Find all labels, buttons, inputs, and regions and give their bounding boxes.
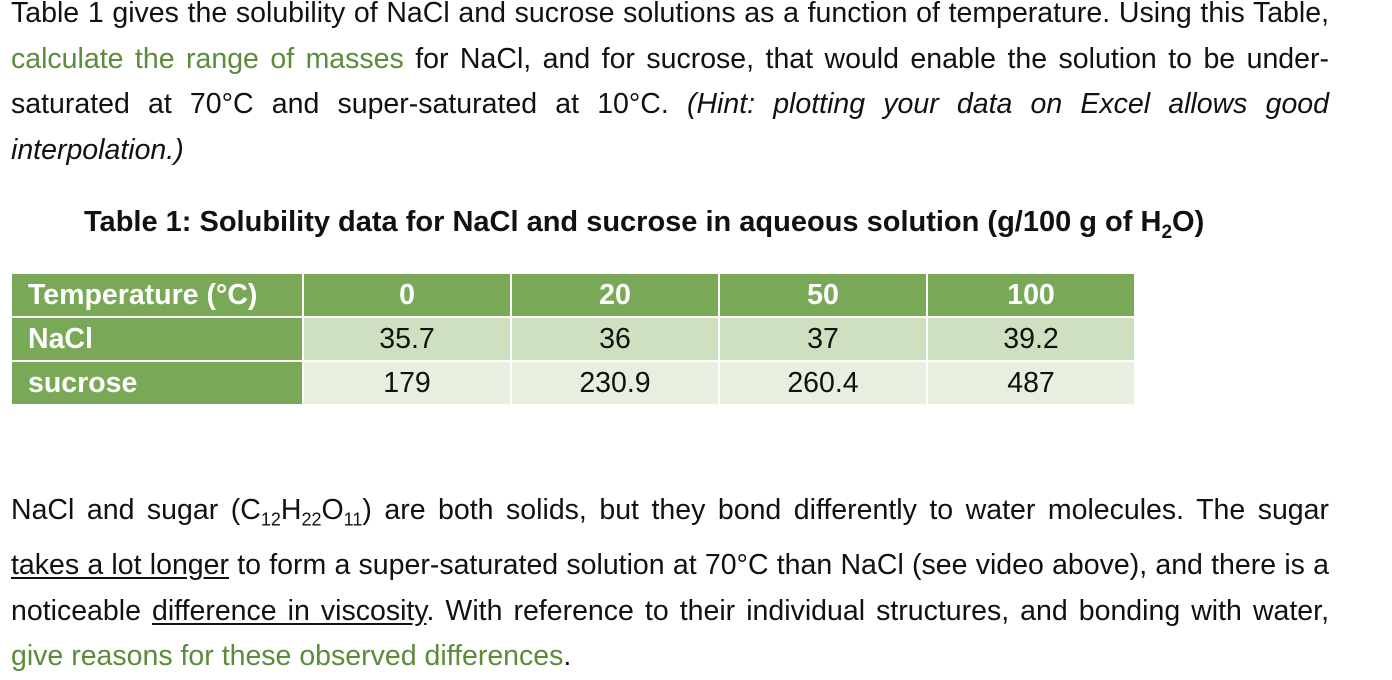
q2-underline-viscosity: difference in viscosity	[151, 594, 427, 627]
q2-text-o: O	[321, 494, 344, 526]
q2-text-4: . With reference to their individual str…	[426, 594, 1329, 627]
q1-task-highlight: calculate the range of masses	[11, 42, 404, 75]
table-caption: Table 1: Solubility data for NaCl and su…	[84, 200, 1204, 255]
q1-text-middle: for NaCl, and for sucrose, that would en…	[11, 42, 1329, 121]
table-cell: 260.4	[718, 360, 928, 406]
table-cell: 179	[302, 360, 512, 406]
row-label-nacl: NaCl	[10, 316, 304, 362]
q2-sub-12: 12	[260, 509, 281, 530]
caption-subscript: 2	[1161, 221, 1173, 243]
caption-end: O)	[1172, 206, 1205, 238]
row-label-sucrose: sucrose	[10, 360, 304, 406]
q2-text-3: to form a super-saturated solution at 70…	[11, 549, 1329, 627]
solubility-table: Temperature (°C) 0 20 50 100 NaCl 35.7 3…	[10, 272, 1136, 406]
header-temp-20: 20	[510, 272, 720, 318]
table-header-row: Temperature (°C) 0 20 50 100	[10, 272, 1136, 318]
q2-sub-11: 11	[343, 509, 363, 530]
table-row-nacl: NaCl 35.7 36 37 39.2	[10, 316, 1136, 362]
table-cell: 37	[718, 316, 928, 362]
q2-sub-22: 22	[301, 509, 322, 530]
table-cell: 39.2	[926, 316, 1136, 362]
q2-underline-time: takes a lot longer	[11, 549, 229, 582]
table-cell: 487	[926, 360, 1136, 406]
table-cell: 230.9	[510, 360, 720, 406]
header-temperature-label: Temperature (°C)	[10, 272, 304, 318]
table-row-sucrose: sucrose 179 230.9 260.4 487	[10, 360, 1136, 406]
question-paragraph-2: NaCl and sugar (C12H22O11) are both soli…	[11, 488, 1329, 680]
q2-text-end: .	[563, 640, 572, 673]
q1-hint: (Hint: plotting your data on Excel allow…	[11, 88, 1329, 166]
header-temp-50: 50	[718, 272, 928, 318]
header-temp-0: 0	[302, 272, 512, 318]
q2-text-1: NaCl and sugar (C	[11, 494, 261, 526]
question-paragraph-1: Table 1 gives the solubility of NaCl and…	[11, 0, 1329, 173]
table-cell: 35.7	[302, 316, 512, 362]
caption-text: Table 1: Solubility data for NaCl and su…	[84, 206, 1162, 238]
table-cell: 36	[510, 316, 720, 362]
q2-task-highlight: give reasons for these observed differen…	[11, 640, 564, 673]
q2-text-h: H	[280, 494, 302, 526]
q2-text-2: ) are both solids, but they bond differe…	[362, 494, 1330, 526]
header-temp-100: 100	[926, 272, 1136, 318]
q1-text-start: Table 1 gives the solubility of NaCl and…	[11, 0, 1329, 29]
